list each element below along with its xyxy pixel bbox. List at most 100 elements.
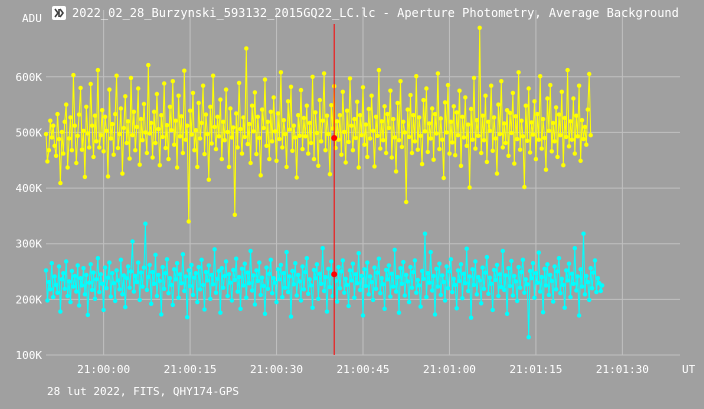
- series-2-point: [278, 262, 284, 268]
- series-1-point: [100, 108, 105, 113]
- series-1-point: [569, 137, 575, 142]
- series-2-point: [431, 273, 436, 279]
- series-1-point: [159, 113, 164, 118]
- series-1-point: [162, 81, 167, 86]
- series-1-point: [561, 163, 566, 168]
- series-2-point: [137, 297, 142, 303]
- series-2-point: [147, 262, 152, 268]
- series-2-point: [520, 257, 526, 262]
- series-1-point: [198, 136, 203, 141]
- series-2-point: [442, 298, 448, 303]
- x-tick-label: 21:01:15: [509, 363, 562, 376]
- series-2-point: [267, 271, 272, 276]
- series-2-point: [538, 289, 543, 294]
- series-1-point: [179, 114, 184, 119]
- series-2-point: [467, 274, 472, 279]
- series-1-point: [241, 115, 246, 120]
- series-2-point: [206, 263, 211, 268]
- series-1-point: [519, 118, 524, 123]
- series-1-point: [337, 113, 343, 118]
- series-2-point: [447, 269, 452, 274]
- series-1-point: [287, 127, 292, 132]
- series-2-point: [349, 278, 354, 283]
- y-tick-label: 200K: [16, 293, 43, 306]
- series-1-point: [61, 151, 66, 156]
- series-2-point: [301, 287, 307, 292]
- series-1-point: [506, 153, 511, 158]
- series-1-point: [300, 146, 305, 152]
- series-2-point: [192, 275, 197, 280]
- series-1-point: [414, 74, 419, 79]
- series-1-point: [523, 103, 528, 108]
- app-logo-icon[interactable]: [52, 6, 66, 20]
- series-1-point: [455, 133, 461, 138]
- series-2-point: [329, 259, 334, 264]
- series-1-point: [43, 131, 49, 137]
- series-2-point: [503, 273, 508, 278]
- series-2-point: [219, 266, 224, 271]
- series-1-point: [82, 174, 88, 180]
- series-2-point: [199, 257, 204, 262]
- series-2-point: [110, 271, 115, 276]
- series-1-point: [153, 140, 158, 146]
- series-2-point: [234, 256, 239, 261]
- series-2-point: [288, 314, 294, 319]
- series-1-point: [206, 177, 211, 182]
- series-1-point: [268, 109, 273, 115]
- series-1-point: [327, 172, 333, 177]
- series-1-point: [91, 154, 96, 160]
- series-2-point: [311, 267, 317, 273]
- series-2-point: [202, 307, 207, 312]
- series-2-point: [546, 292, 552, 298]
- series-1-point: [484, 159, 490, 165]
- series-2-point: [409, 285, 415, 290]
- series-1-point: [473, 146, 478, 151]
- series-2-point: [319, 281, 324, 286]
- series-1-point: [45, 159, 50, 164]
- series-2-point: [134, 279, 139, 285]
- series-1-point: [540, 116, 546, 122]
- series-2-point: [353, 272, 358, 277]
- series-2-point: [589, 286, 595, 291]
- series-1-point: [430, 106, 435, 111]
- series-1-point: [85, 131, 91, 136]
- series-2-point: [293, 261, 298, 266]
- series-1-point: [340, 89, 345, 95]
- series-1-point: [264, 143, 269, 148]
- series-2-point: [82, 292, 88, 297]
- series-1-point: [238, 126, 243, 132]
- series-1-point: [228, 106, 233, 111]
- series-2-point: [238, 306, 243, 311]
- time-cursor[interactable]: [331, 24, 338, 355]
- series-2-point: [352, 295, 357, 300]
- series-1-point: [219, 156, 224, 162]
- series-2-point: [274, 299, 279, 305]
- y-tick-label: 300K: [16, 238, 43, 251]
- series-1-point: [186, 219, 191, 224]
- series-1-point: [329, 103, 334, 108]
- series-1-point: [334, 119, 340, 124]
- series-1-point: [392, 135, 397, 140]
- series-1-point: [556, 112, 562, 117]
- series-2-point: [477, 278, 482, 283]
- series-2-point: [203, 269, 209, 275]
- series-2-point: [76, 303, 82, 308]
- series-2-point: [460, 296, 465, 301]
- series-1-point: [353, 135, 358, 141]
- x-tick-label: 21:00:30: [250, 363, 303, 376]
- series-2-point: [56, 264, 62, 269]
- series-1-point: [357, 113, 363, 118]
- series-2-point: [408, 264, 413, 270]
- series-1-point: [464, 143, 469, 148]
- series-1-point: [509, 130, 514, 136]
- series-1-point: [239, 151, 245, 156]
- series-2-point: [529, 276, 534, 281]
- series-1-point: [140, 138, 145, 143]
- series-2-point: [500, 248, 505, 254]
- series-2-point: [438, 292, 443, 298]
- series-1-point: [185, 123, 190, 128]
- series-1-point: [447, 151, 452, 156]
- series-1-point: [317, 97, 322, 103]
- series-1-point: [372, 164, 377, 169]
